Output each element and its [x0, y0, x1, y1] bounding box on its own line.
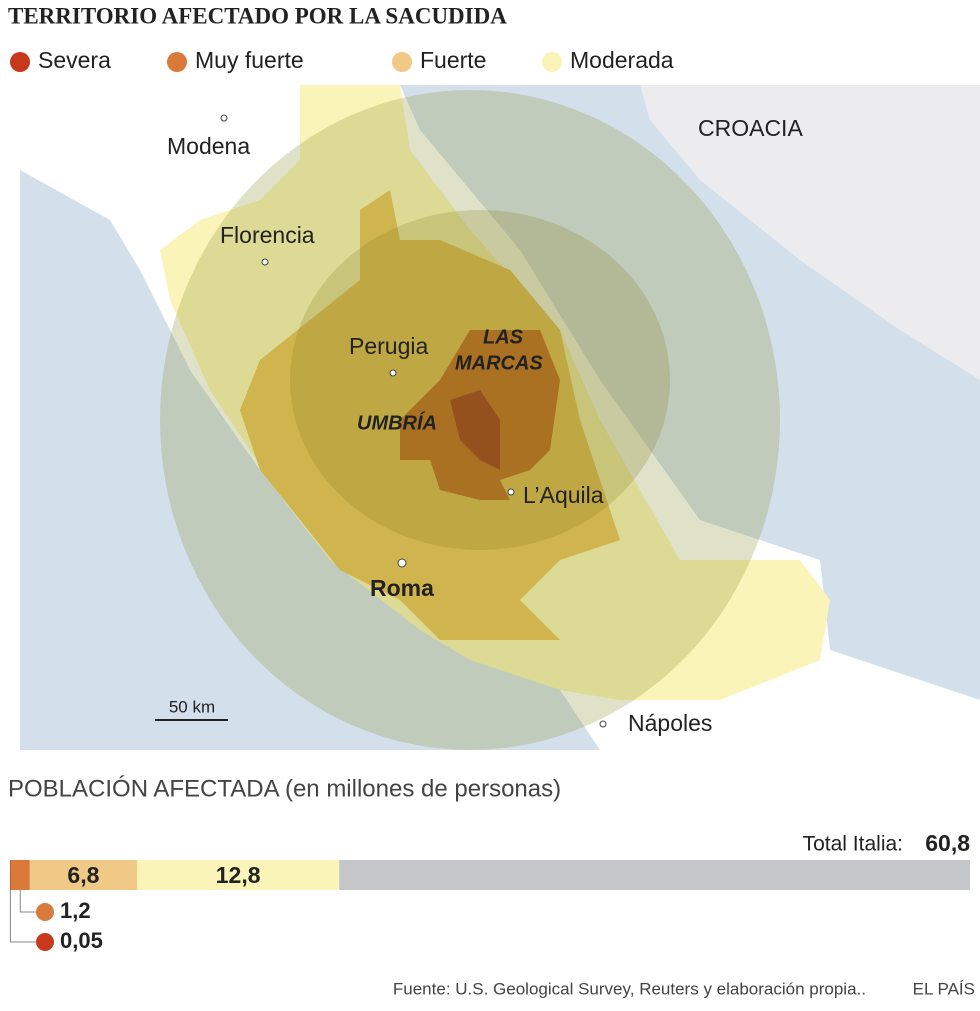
bar-segment	[10, 860, 11, 890]
value-label: 12,8	[216, 862, 261, 888]
legend-label: Severa	[38, 47, 111, 73]
severe-zone	[450, 390, 500, 470]
croatia-land	[640, 85, 980, 380]
source: Fuente: U.S. Geological Survey, Reuters …	[393, 979, 866, 998]
legend-label: Fuerte	[420, 47, 486, 73]
city-label: Perugia	[349, 333, 428, 359]
city-label: Nápoles	[628, 710, 712, 736]
city-label: Roma	[370, 575, 434, 601]
value-label: 0,05	[60, 928, 103, 953]
population-title: POBLACIÓN AFECTADA (en millones de perso…	[8, 775, 561, 802]
scale-label: 50 km	[169, 697, 215, 716]
legend-label: Muy fuerte	[195, 47, 304, 73]
label-dot	[36, 903, 54, 921]
legend-dot	[10, 52, 30, 72]
total-value: 60,8	[925, 830, 970, 856]
city-label: Florencia	[220, 222, 315, 248]
city-dots	[220, 114, 607, 728]
bar-segment	[10, 860, 30, 890]
bar-segment	[137, 860, 340, 890]
value-label: 6,8	[67, 862, 99, 888]
region-label: MARCAS	[455, 352, 543, 374]
legend-label: Moderada	[570, 47, 674, 73]
city-label: L’Aquila	[523, 482, 604, 508]
inner-range	[290, 210, 670, 550]
country-label: CROACIA	[698, 115, 803, 141]
population-bar: Total Italia: 60,8 0,05 1,2 6,8 12,8	[9, 830, 970, 953]
legend-dot	[542, 52, 562, 72]
value-label: 1,2	[60, 898, 91, 923]
leader-line	[9, 890, 36, 943]
legend: Severa Muy fuerte Fuerte Moderada	[10, 47, 674, 73]
region-label: LAS	[483, 326, 524, 348]
bar-segment	[29, 860, 138, 890]
map: Modena Florencia Perugia L’Aquila Roma N…	[20, 85, 980, 750]
city-label: Modena	[167, 133, 250, 159]
region-label: UMBRÍA	[357, 411, 437, 434]
leader-line	[19, 890, 36, 913]
legend-dot	[167, 52, 187, 72]
legend-dot	[392, 52, 412, 72]
title: TERRITORIO AFECTADO POR LA SACUDIDA	[8, 3, 507, 28]
outer-range	[160, 90, 780, 750]
label-dot	[36, 933, 54, 951]
brand: EL PAÍS	[913, 979, 975, 998]
total-name: Total Italia:	[803, 833, 903, 856]
